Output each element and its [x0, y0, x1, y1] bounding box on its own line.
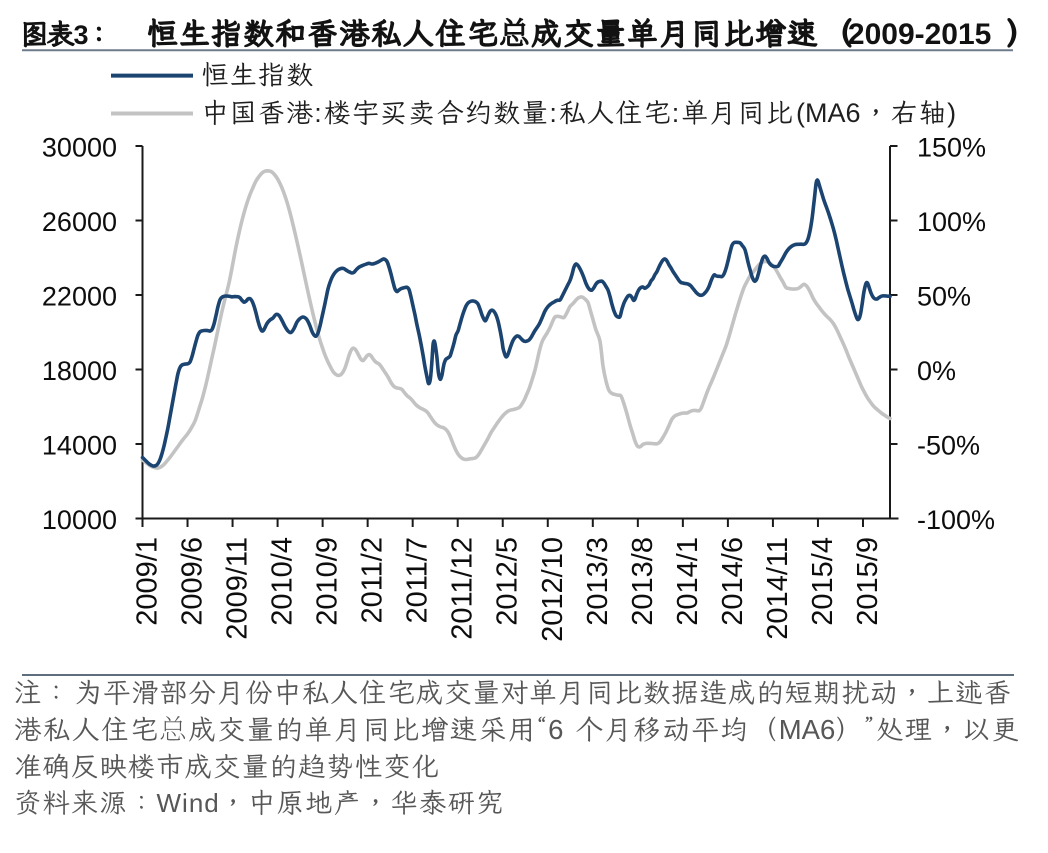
svg-text:2010/4: 2010/4 [267, 537, 299, 626]
svg-text:2009/6: 2009/6 [177, 537, 209, 626]
svg-text:2013/8: 2013/8 [627, 537, 659, 626]
svg-text:6: 6 [548, 714, 563, 745]
svg-text:MA6: MA6 [779, 714, 836, 745]
svg-text:(MA6: (MA6 [796, 98, 861, 128]
svg-text:10000: 10000 [42, 505, 117, 535]
svg-text:22000: 22000 [42, 282, 117, 312]
svg-text:100%: 100% [917, 207, 986, 237]
svg-text:3: 3 [74, 20, 89, 50]
svg-text::: : [314, 98, 322, 128]
svg-text:2011/7: 2011/7 [402, 537, 434, 624]
svg-text:18000: 18000 [42, 356, 117, 386]
svg-text:150%: 150% [917, 133, 986, 163]
svg-text:2009/11: 2009/11 [222, 537, 254, 640]
svg-text::: : [672, 98, 680, 128]
svg-text:2014/6: 2014/6 [717, 537, 749, 626]
svg-text:2009-2015: 2009-2015 [848, 18, 991, 51]
svg-text:26000: 26000 [42, 207, 117, 237]
svg-text:2014/11: 2014/11 [762, 537, 794, 640]
svg-text:2010/9: 2010/9 [312, 537, 344, 626]
svg-text:2009/1: 2009/1 [132, 537, 164, 626]
svg-text:2012/5: 2012/5 [492, 537, 524, 626]
svg-text:0%: 0% [917, 356, 956, 386]
svg-text:2015/9: 2015/9 [852, 537, 884, 626]
svg-text:-100%: -100% [917, 505, 995, 535]
svg-text:14000: 14000 [42, 431, 117, 461]
svg-text:2015/4: 2015/4 [807, 537, 839, 626]
svg-text:2013/3: 2013/3 [582, 537, 614, 626]
svg-text:2014/1: 2014/1 [672, 537, 704, 626]
svg-text:Wind: Wind [157, 788, 220, 818]
svg-text:): ) [947, 98, 956, 128]
svg-text:2012/10: 2012/10 [537, 537, 569, 642]
svg-text:2011/12: 2011/12 [447, 537, 479, 640]
svg-text:2011/2: 2011/2 [357, 537, 389, 624]
svg-text:-50%: -50% [917, 431, 980, 461]
svg-text:30000: 30000 [42, 133, 117, 163]
svg-text::: : [549, 98, 557, 128]
svg-text:50%: 50% [917, 282, 971, 312]
